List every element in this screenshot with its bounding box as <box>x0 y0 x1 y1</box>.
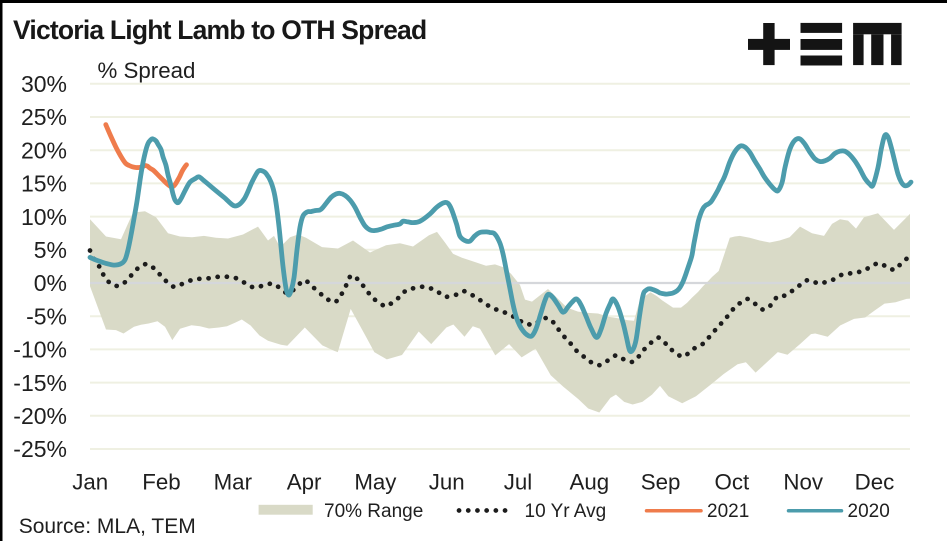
svg-text:Jan: Jan <box>72 470 108 495</box>
svg-text:2020: 2020 <box>848 501 890 522</box>
svg-text:15%: 15% <box>21 171 67 197</box>
svg-text:Mar: Mar <box>214 470 253 495</box>
svg-text:10 Yr Avg: 10 Yr Avg <box>525 501 607 522</box>
svg-text:-20%: -20% <box>13 403 67 429</box>
svg-text:-10%: -10% <box>13 337 67 363</box>
svg-text:Aug: Aug <box>569 470 609 495</box>
svg-text:30%: 30% <box>21 71 67 97</box>
svg-text:20%: 20% <box>21 137 67 163</box>
svg-text:2021: 2021 <box>707 501 749 522</box>
svg-text:25%: 25% <box>21 104 67 130</box>
svg-text:-25%: -25% <box>13 436 67 462</box>
svg-text:Victoria Light Lamb to OTH Spr: Victoria Light Lamb to OTH Spread <box>13 15 426 45</box>
svg-text:-15%: -15% <box>13 370 67 396</box>
svg-text:% Spread: % Spread <box>98 58 196 83</box>
svg-text:10%: 10% <box>21 204 67 230</box>
svg-text:5%: 5% <box>34 237 67 263</box>
svg-text:70% Range: 70% Range <box>324 501 423 522</box>
svg-text:May: May <box>354 470 397 495</box>
svg-text:Jul: Jul <box>504 470 533 495</box>
svg-text:-5%: -5% <box>26 303 67 329</box>
svg-text:Sep: Sep <box>641 470 681 495</box>
svg-text:Nov: Nov <box>783 470 824 495</box>
svg-text:Oct: Oct <box>715 470 750 495</box>
svg-text:Apr: Apr <box>287 470 322 495</box>
svg-text:Dec: Dec <box>855 470 895 495</box>
svg-text:Feb: Feb <box>142 470 180 495</box>
svg-text:0%: 0% <box>34 270 67 296</box>
svg-text:Jun: Jun <box>429 470 465 495</box>
svg-text:Source: MLA, TEM: Source: MLA, TEM <box>19 515 196 538</box>
